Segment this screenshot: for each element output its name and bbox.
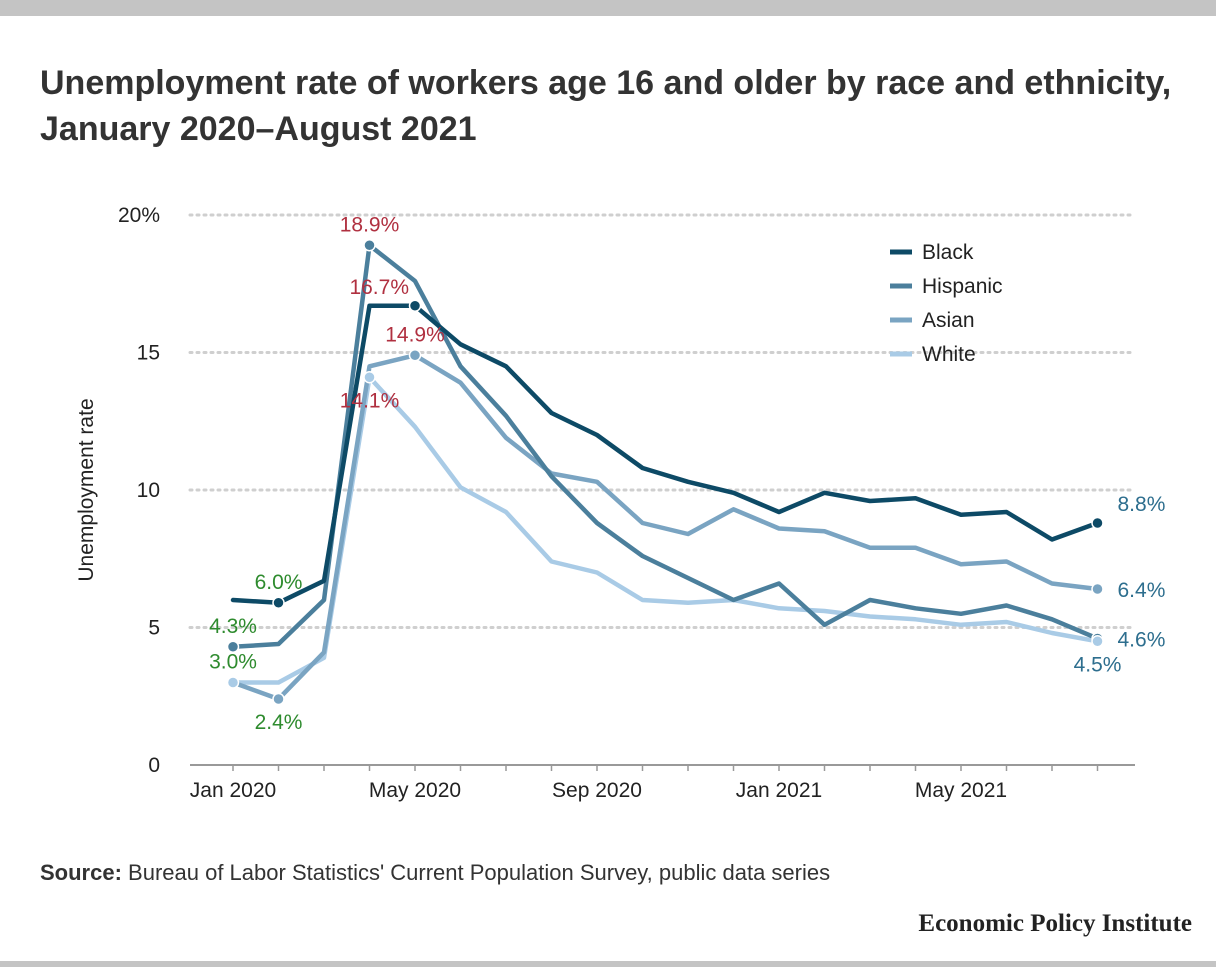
y-tick-label: 15 (137, 342, 160, 365)
top-border (0, 0, 1216, 16)
x-tick-label: Jan 2021 (736, 779, 822, 802)
point-black (408, 299, 422, 312)
data-label: 6.0% (255, 571, 303, 594)
point-asian (272, 692, 285, 706)
point-asian (1091, 582, 1104, 596)
series-line-white (230, 375, 1100, 685)
point-asian (408, 349, 422, 362)
point-black (272, 596, 285, 609)
point-black (1091, 516, 1104, 530)
point-hispanic (226, 640, 240, 653)
data-label: 4.3% (209, 615, 257, 638)
source-text: Bureau of Labor Statistics' Current Popu… (128, 860, 831, 885)
legend-label: White (922, 343, 976, 366)
data-label: 6.4% (1118, 579, 1166, 602)
data-label: 3.0% (209, 651, 257, 674)
x-tick-label: May 2020 (369, 779, 461, 802)
data-label: 16.7% (349, 276, 409, 299)
data-label: 8.8% (1118, 493, 1166, 516)
x-tick-label: Jan 2020 (190, 779, 276, 802)
data-label: 18.9% (340, 213, 400, 236)
chart-title: Unemployment rate of workers age 16 and … (40, 64, 1172, 148)
x-tick-label: May 2021 (915, 779, 1007, 802)
bottom-border (0, 961, 1216, 967)
source-note: Source: Bureau of Labor Statistics' Curr… (40, 860, 830, 886)
data-label: 4.5% (1074, 653, 1122, 676)
data-label: 4.6% (1118, 629, 1166, 652)
point-white (1091, 635, 1104, 648)
legend-label: Black (922, 241, 974, 264)
y-tick-label: 20% (118, 204, 160, 227)
point-white (226, 676, 240, 689)
y-tick-label: 0 (148, 754, 160, 777)
series-line-black (230, 303, 1100, 606)
data-label: 14.9% (385, 323, 445, 346)
data-label: 14.1% (340, 389, 400, 412)
data-label: 2.4% (255, 711, 303, 734)
y-tick-label: 10 (137, 479, 160, 502)
y-tick-label: 5 (148, 617, 160, 640)
series-line-asian (230, 353, 1100, 702)
publisher-logo: Economic Policy Institute (918, 910, 1192, 937)
legend-label: Asian (922, 309, 975, 332)
point-white (363, 371, 376, 384)
series-line-hispanic (230, 243, 1100, 650)
point-hispanic (363, 239, 376, 252)
legend-label: Hispanic (922, 275, 1003, 298)
x-tick-label: Sep 2020 (552, 779, 642, 802)
y-axis-title: Unemployment rate (75, 398, 98, 581)
source-label: Source: (40, 860, 122, 885)
